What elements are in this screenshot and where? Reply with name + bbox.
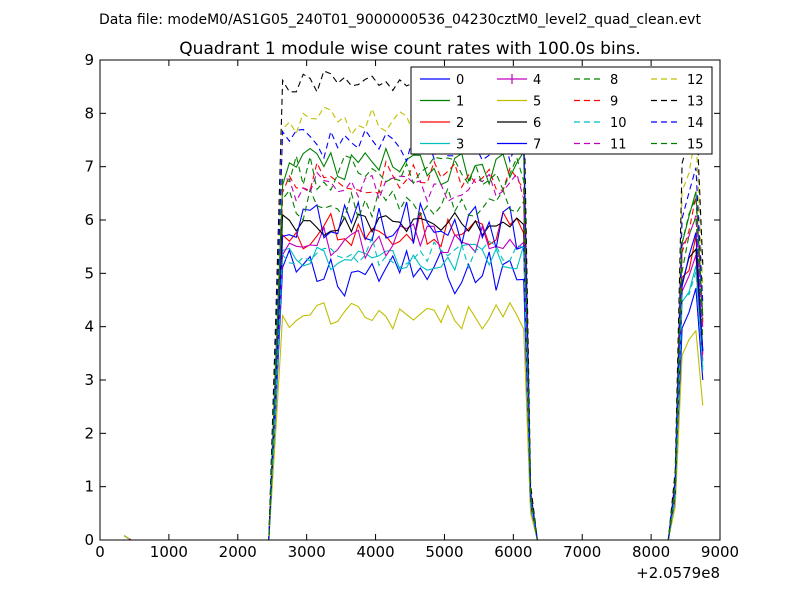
series-line-5 (124, 301, 704, 541)
x-tick-label: 4000 (356, 543, 394, 561)
legend-label-9: 9 (610, 95, 618, 110)
figure-suptitle: Data file: modeM0/AS1G05_240T01_90000005… (99, 12, 701, 28)
legend-box (410, 66, 713, 155)
legend-label-2: 2 (456, 116, 464, 131)
legend-label-14: 14 (687, 116, 704, 131)
series-line-3 (124, 243, 704, 541)
plot-frame (99, 59, 721, 541)
series-line-1 (124, 146, 704, 541)
y-tick-label: 2 (84, 424, 94, 442)
x-tick-label: 2000 (219, 543, 257, 561)
y-tick-label: 7 (84, 158, 94, 176)
legend-label-0: 0 (456, 73, 464, 88)
legend-label-6: 6 (533, 116, 541, 131)
x-tick-label: 9000 (701, 543, 739, 561)
series-line-6 (124, 211, 704, 541)
legend-label-13: 13 (687, 95, 704, 110)
series-line-11 (124, 171, 704, 541)
x-tick-label: 3000 (288, 543, 326, 561)
legend-label-11: 11 (610, 138, 627, 153)
legend-label-7: 7 (533, 138, 541, 153)
x-tick-label: 0 (95, 543, 105, 561)
y-tick-label: 6 (84, 211, 94, 229)
y-tick-label: 3 (84, 371, 94, 389)
series-line-0 (123, 248, 704, 541)
series-line-10 (124, 235, 704, 541)
x-tick-label: 6000 (494, 543, 532, 561)
x-tick-label: 7000 (563, 543, 601, 561)
x-tick-label: 5000 (425, 543, 463, 561)
series-line-4 (123, 223, 704, 541)
x-axis: 0 1000 2000 3000 4000 5000 6000 7000 8000 9000 (95, 60, 739, 561)
legend-label-3: 3 (456, 138, 464, 153)
x-tick-label: 1000 (150, 543, 188, 561)
y-tick-label: 0 (84, 531, 94, 549)
y-tick-label: 8 (84, 104, 94, 122)
series-line-2 (124, 210, 704, 541)
y-tick-label: 1 (84, 478, 94, 496)
legend-label-8: 8 (610, 73, 618, 88)
legend-label-10: 10 (610, 116, 627, 131)
legend-label-4: 4 (533, 73, 541, 88)
chart-title: Quadrant 1 module wise count rates with … (179, 39, 640, 59)
y-tick-label: 5 (84, 264, 94, 282)
legend-label-1: 1 (456, 95, 464, 110)
y-tick-label: 4 (84, 318, 94, 336)
legend-label-12: 12 (687, 73, 704, 88)
x-tick-label: 8000 (632, 543, 670, 561)
series-line-9 (124, 160, 704, 541)
series-line-15 (124, 154, 704, 541)
series-line-7 (124, 200, 704, 541)
series-line-12 (123, 102, 704, 541)
legend-label-5: 5 (533, 95, 541, 110)
legend-label-15: 15 (687, 138, 704, 153)
y-tick-label: 9 (84, 51, 94, 69)
x-offset-label: +2.0579e8 (636, 564, 720, 582)
series-line-14 (124, 128, 704, 541)
